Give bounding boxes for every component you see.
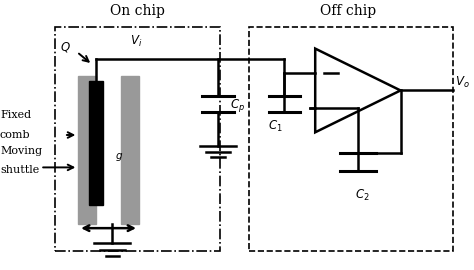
Text: $V_o$: $V_o$ bbox=[455, 75, 470, 90]
Text: shuttle: shuttle bbox=[0, 165, 39, 175]
Text: Off chip: Off chip bbox=[320, 4, 376, 18]
Text: Fixed: Fixed bbox=[0, 110, 31, 120]
Text: Moving: Moving bbox=[0, 146, 42, 156]
Text: $g$: $g$ bbox=[95, 151, 104, 163]
Text: $g$: $g$ bbox=[115, 151, 124, 163]
Text: $C_1$: $C_1$ bbox=[268, 119, 283, 134]
Bar bbox=[121, 76, 139, 224]
Text: comb: comb bbox=[0, 130, 31, 140]
Text: $C_p$: $C_p$ bbox=[230, 97, 245, 114]
Bar bbox=[78, 76, 96, 224]
Text: On chip: On chip bbox=[110, 4, 165, 18]
Text: $C_2$: $C_2$ bbox=[356, 188, 370, 203]
Text: $V_i$: $V_i$ bbox=[130, 33, 142, 49]
Bar bbox=[89, 81, 103, 205]
Text: $Q$: $Q$ bbox=[60, 40, 71, 54]
